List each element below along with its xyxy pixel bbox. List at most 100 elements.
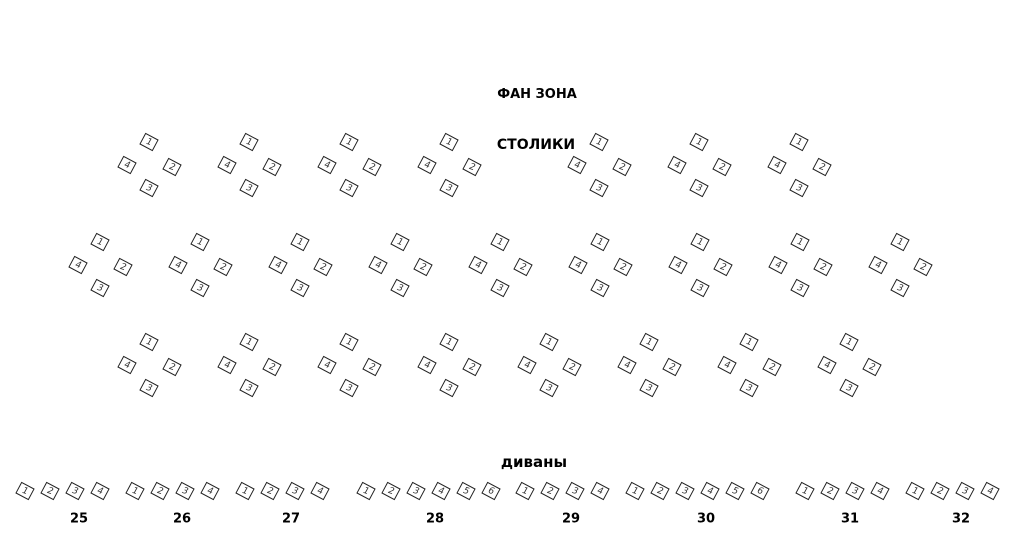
table-seat[interactable]: 1 bbox=[139, 332, 159, 352]
table-seat[interactable]: 2 bbox=[462, 157, 482, 177]
sofa-seat[interactable]: 2 bbox=[930, 481, 950, 501]
sofa-seat[interactable]: 5 bbox=[456, 481, 476, 501]
table-seat[interactable]: 3 bbox=[239, 178, 259, 198]
table-seat[interactable]: 3 bbox=[439, 178, 459, 198]
table-seat[interactable]: 1 bbox=[90, 232, 110, 252]
table-seat[interactable]: 1 bbox=[339, 332, 359, 352]
sofa-seat[interactable]: 4 bbox=[90, 481, 110, 501]
sofa-seat[interactable]: 2 bbox=[540, 481, 560, 501]
sofa-seat[interactable]: 3 bbox=[65, 481, 85, 501]
table-seat[interactable]: 3 bbox=[739, 378, 759, 398]
table-seat[interactable]: 1 bbox=[190, 232, 210, 252]
table-seat[interactable]: 4 bbox=[668, 255, 688, 275]
sofa-seat[interactable]: 3 bbox=[955, 481, 975, 501]
table-seat[interactable]: 1 bbox=[239, 332, 259, 352]
table-seat[interactable]: 1 bbox=[739, 332, 759, 352]
table-seat[interactable]: 2 bbox=[313, 257, 333, 277]
table-seat[interactable]: 3 bbox=[90, 278, 110, 298]
sofa-seat[interactable]: 4 bbox=[431, 481, 451, 501]
table-seat[interactable]: 1 bbox=[639, 332, 659, 352]
sofa-seat[interactable]: 3 bbox=[675, 481, 695, 501]
sofa-seat[interactable]: 4 bbox=[590, 481, 610, 501]
table-seat[interactable]: 2 bbox=[612, 157, 632, 177]
table-seat[interactable]: 2 bbox=[913, 257, 933, 277]
table-seat[interactable]: 3 bbox=[789, 178, 809, 198]
table-seat[interactable]: 1 bbox=[439, 132, 459, 152]
table-seat[interactable]: 1 bbox=[339, 132, 359, 152]
table-seat[interactable]: 2 bbox=[262, 157, 282, 177]
table-seat[interactable]: 2 bbox=[113, 257, 133, 277]
sofa-seat[interactable]: 1 bbox=[125, 481, 145, 501]
table-seat[interactable]: 4 bbox=[568, 255, 588, 275]
sofa-seat[interactable]: 4 bbox=[870, 481, 890, 501]
table-seat[interactable]: 4 bbox=[417, 355, 437, 375]
table-seat[interactable]: 4 bbox=[217, 355, 237, 375]
table-seat[interactable]: 4 bbox=[768, 255, 788, 275]
sofa-seat[interactable]: 6 bbox=[481, 481, 501, 501]
table-seat[interactable]: 1 bbox=[390, 232, 410, 252]
table-seat[interactable]: 4 bbox=[517, 355, 537, 375]
sofa-seat[interactable]: 3 bbox=[285, 481, 305, 501]
sofa-seat[interactable]: 3 bbox=[565, 481, 585, 501]
table-seat[interactable]: 4 bbox=[317, 355, 337, 375]
table-seat[interactable]: 1 bbox=[139, 132, 159, 152]
table-seat[interactable]: 3 bbox=[639, 378, 659, 398]
table-seat[interactable]: 2 bbox=[213, 257, 233, 277]
table-seat[interactable]: 4 bbox=[667, 155, 687, 175]
table-seat[interactable]: 4 bbox=[317, 155, 337, 175]
table-seat[interactable]: 2 bbox=[712, 157, 732, 177]
sofa-seat[interactable]: 1 bbox=[235, 481, 255, 501]
sofa-seat[interactable]: 1 bbox=[905, 481, 925, 501]
table-seat[interactable]: 2 bbox=[813, 257, 833, 277]
table-seat[interactable]: 2 bbox=[362, 357, 382, 377]
table-seat[interactable]: 3 bbox=[290, 278, 310, 298]
table-seat[interactable]: 2 bbox=[362, 157, 382, 177]
table-seat[interactable]: 3 bbox=[539, 378, 559, 398]
table-seat[interactable]: 2 bbox=[762, 357, 782, 377]
sofa-seat[interactable]: 3 bbox=[406, 481, 426, 501]
table-seat[interactable]: 3 bbox=[689, 178, 709, 198]
table-seat[interactable]: 1 bbox=[789, 132, 809, 152]
table-seat[interactable]: 3 bbox=[490, 278, 510, 298]
table-seat[interactable]: 1 bbox=[790, 232, 810, 252]
sofa-seat[interactable]: 1 bbox=[356, 481, 376, 501]
sofa-seat[interactable]: 4 bbox=[200, 481, 220, 501]
sofa-seat[interactable]: 1 bbox=[515, 481, 535, 501]
sofa-seat[interactable]: 2 bbox=[150, 481, 170, 501]
table-seat[interactable]: 4 bbox=[68, 255, 88, 275]
sofa-seat[interactable]: 2 bbox=[260, 481, 280, 501]
sofa-seat[interactable]: 3 bbox=[845, 481, 865, 501]
sofa-seat[interactable]: 2 bbox=[40, 481, 60, 501]
sofa-seat[interactable]: 2 bbox=[381, 481, 401, 501]
table-seat[interactable]: 2 bbox=[413, 257, 433, 277]
table-seat[interactable]: 2 bbox=[862, 357, 882, 377]
table-seat[interactable]: 1 bbox=[690, 232, 710, 252]
table-seat[interactable]: 3 bbox=[390, 278, 410, 298]
table-seat[interactable]: 2 bbox=[562, 357, 582, 377]
table-seat[interactable]: 4 bbox=[617, 355, 637, 375]
table-seat[interactable]: 3 bbox=[589, 178, 609, 198]
table-seat[interactable]: 2 bbox=[662, 357, 682, 377]
sofa-seat[interactable]: 4 bbox=[310, 481, 330, 501]
table-seat[interactable]: 4 bbox=[217, 155, 237, 175]
table-seat[interactable]: 3 bbox=[690, 278, 710, 298]
table-seat[interactable]: 1 bbox=[290, 232, 310, 252]
sofa-seat[interactable]: 2 bbox=[650, 481, 670, 501]
sofa-seat[interactable]: 6 bbox=[750, 481, 770, 501]
table-seat[interactable]: 2 bbox=[262, 357, 282, 377]
sofa-seat[interactable]: 1 bbox=[15, 481, 35, 501]
table-seat[interactable]: 3 bbox=[790, 278, 810, 298]
table-seat[interactable]: 3 bbox=[339, 378, 359, 398]
table-seat[interactable]: 4 bbox=[168, 255, 188, 275]
table-seat[interactable]: 3 bbox=[239, 378, 259, 398]
table-seat[interactable]: 2 bbox=[513, 257, 533, 277]
table-seat[interactable]: 4 bbox=[817, 355, 837, 375]
table-seat[interactable]: 4 bbox=[368, 255, 388, 275]
table-seat[interactable]: 3 bbox=[590, 278, 610, 298]
table-seat[interactable]: 2 bbox=[713, 257, 733, 277]
table-seat[interactable]: 4 bbox=[767, 155, 787, 175]
table-seat[interactable]: 4 bbox=[268, 255, 288, 275]
table-seat[interactable]: 2 bbox=[162, 357, 182, 377]
table-seat[interactable]: 4 bbox=[117, 155, 137, 175]
table-seat[interactable]: 3 bbox=[190, 278, 210, 298]
